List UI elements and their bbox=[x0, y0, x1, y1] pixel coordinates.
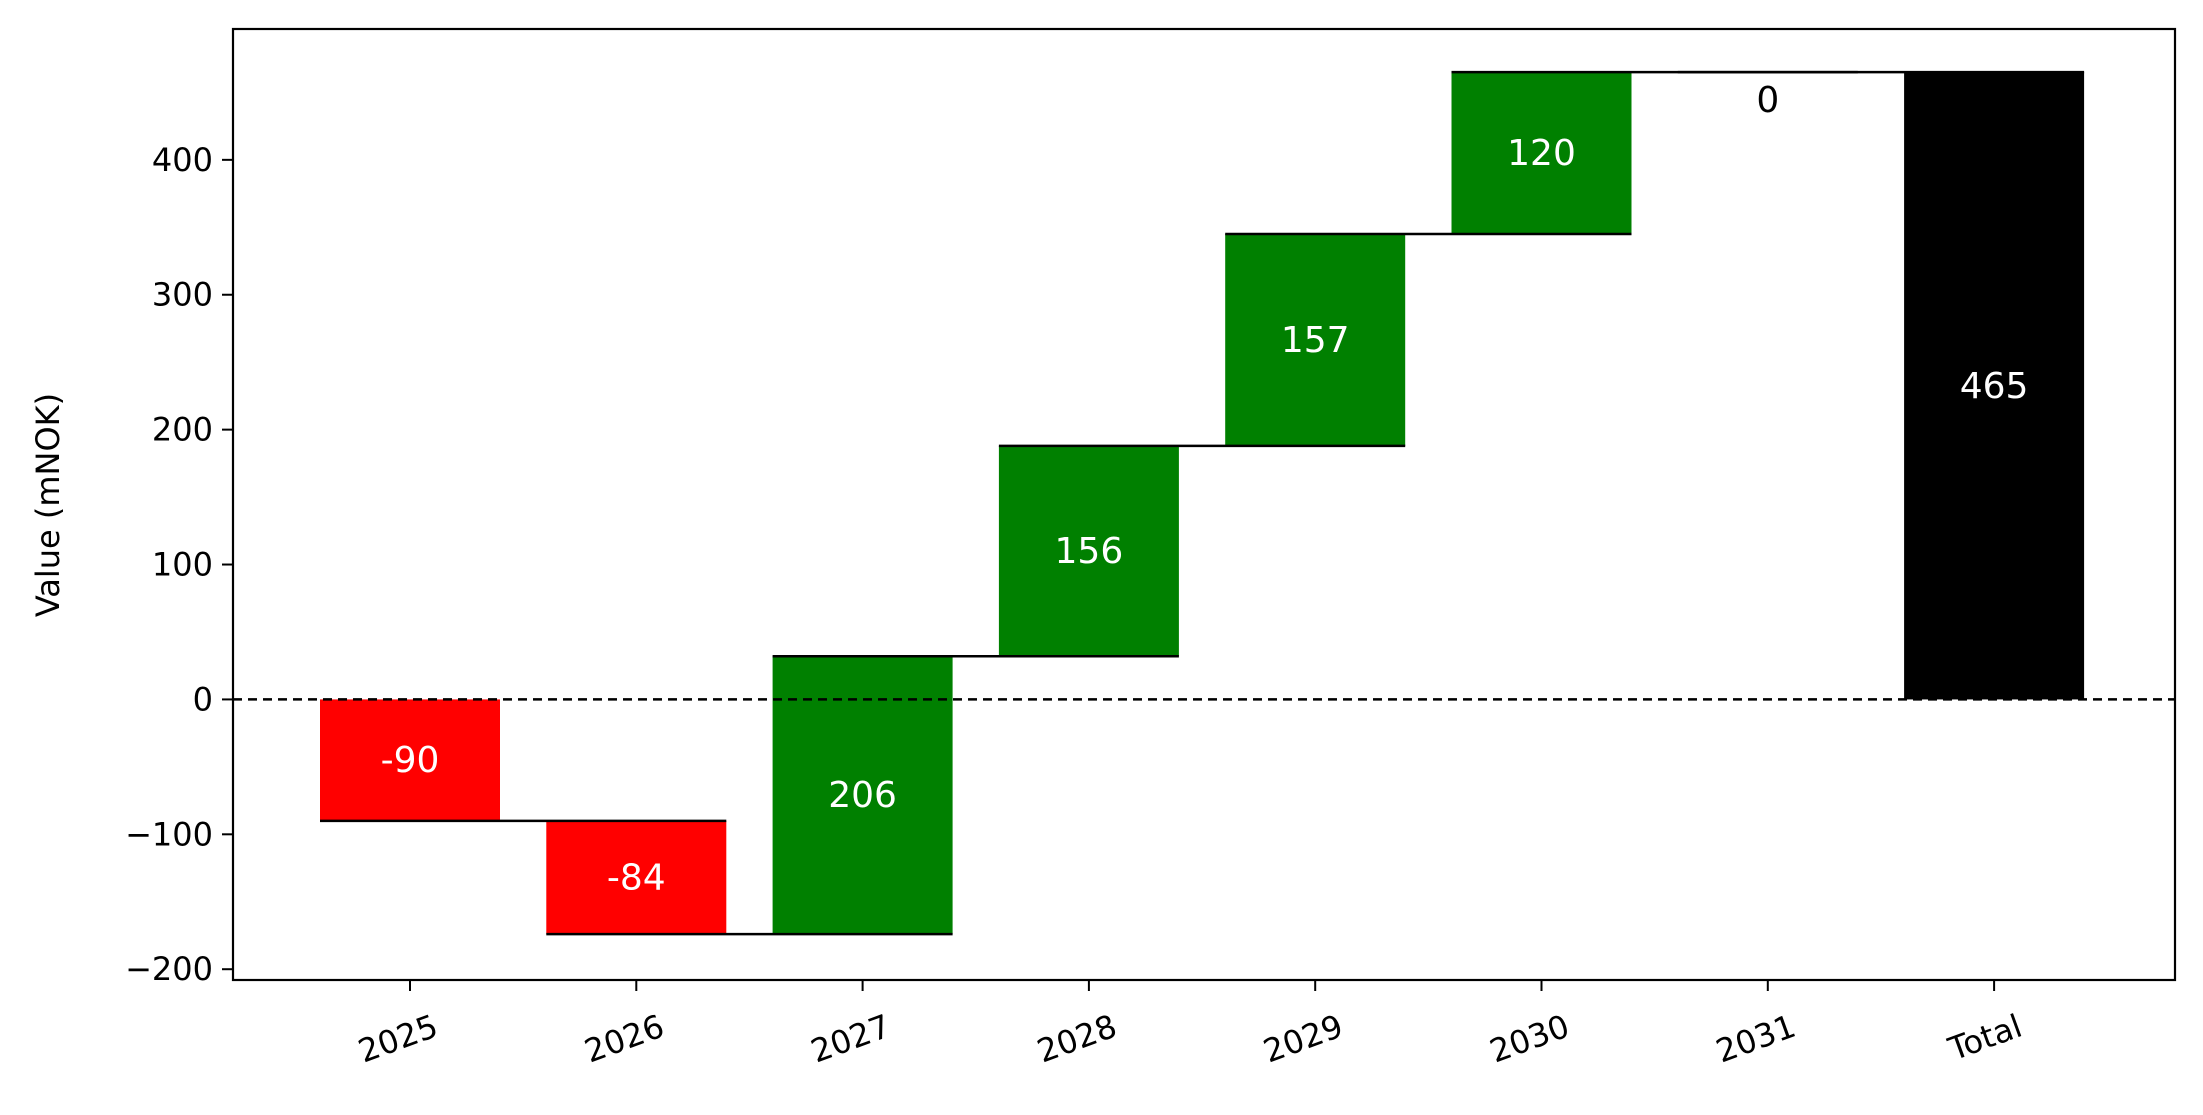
bar-2026 bbox=[546, 820, 727, 935]
plot-area: -90 -84 206 156 157 120 0 465 −200 −100 0 100 200 300… bbox=[125, 70, 2175, 1070]
bar-value-label: 156 bbox=[1055, 531, 1124, 572]
y-tick-label: 200 bbox=[152, 411, 213, 449]
bar-value-label: -90 bbox=[381, 740, 440, 781]
bar-value-label: 120 bbox=[1507, 133, 1576, 174]
bar-2025 bbox=[320, 699, 500, 821]
bar-total bbox=[1904, 72, 2085, 700]
y-tick-label: 400 bbox=[152, 141, 213, 179]
y-tick-label: −100 bbox=[125, 815, 213, 853]
bar-value-label: 465 bbox=[1960, 366, 2029, 407]
bar-value-label: 157 bbox=[1281, 320, 1350, 361]
y-tick-label: 100 bbox=[152, 546, 213, 584]
bar-value-label: 206 bbox=[828, 775, 897, 816]
y-axis-label: Value (mNOK) bbox=[29, 393, 67, 617]
bar-2028 bbox=[998, 445, 1179, 657]
bar-value-label: 0 bbox=[1756, 80, 1779, 121]
bar-2027 bbox=[772, 656, 953, 935]
bar-2030 bbox=[1451, 72, 1632, 235]
axes-frame bbox=[231, 27, 2177, 982]
y-tick-label: −200 bbox=[125, 950, 213, 988]
y-tick-label: 0 bbox=[193, 680, 213, 718]
bar-2029 bbox=[1225, 234, 1406, 446]
y-tick-label: 300 bbox=[152, 276, 213, 314]
bar-value-label: -84 bbox=[607, 857, 666, 898]
